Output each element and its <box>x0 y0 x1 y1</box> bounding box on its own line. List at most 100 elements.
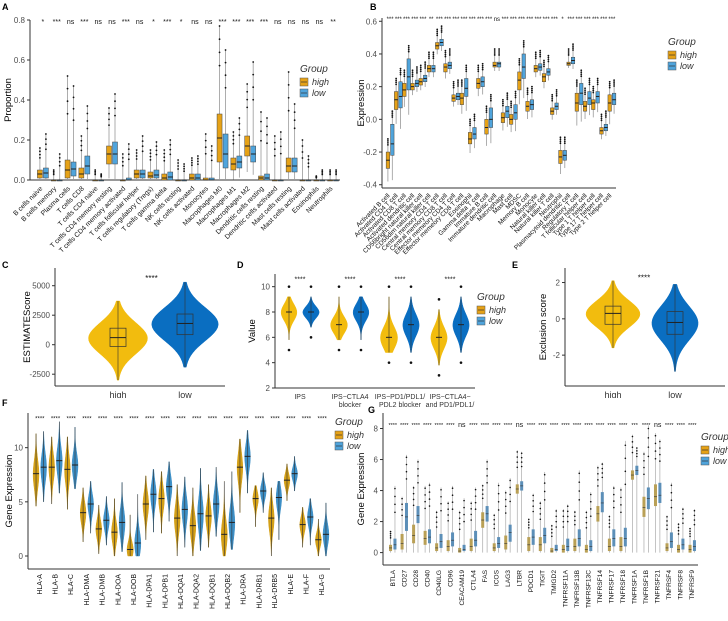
outlier-point <box>543 473 546 476</box>
outlier-point <box>531 91 533 94</box>
box-low <box>497 61 502 68</box>
outlier-point <box>293 103 296 105</box>
outlier-point <box>522 39 525 42</box>
outlier-point <box>481 68 484 71</box>
outlier-point <box>86 127 89 130</box>
y-tick-label: 2 <box>266 384 271 393</box>
outlier-point <box>141 140 144 143</box>
outlier-point <box>624 444 627 447</box>
y-axis-title: Expression <box>356 80 367 127</box>
significance-label: **** <box>161 417 171 423</box>
outlier-point <box>504 505 507 508</box>
outlier-point <box>301 145 304 147</box>
x-tick-label: low <box>178 390 192 398</box>
x-tick-label: PDL2 blocker <box>379 402 422 408</box>
outlier-point <box>477 66 480 69</box>
outlier-point <box>493 54 496 56</box>
outlier-point <box>135 149 138 151</box>
x-tick-label: HLA-DPB1 <box>162 574 169 608</box>
outlier-point <box>601 467 604 470</box>
legend-label-high: high <box>680 50 697 60</box>
significance-label: **** <box>584 423 593 429</box>
significance-label: **** <box>619 423 628 429</box>
outlier-point <box>551 99 554 102</box>
outlier-point <box>597 485 599 487</box>
outlier-point <box>636 455 638 458</box>
outlier-point <box>301 139 304 141</box>
box-low <box>589 540 593 552</box>
outlier-point <box>224 86 227 89</box>
x-tick-label: IPS <box>294 394 306 401</box>
violin-box <box>604 305 622 325</box>
outlier-point <box>448 48 451 50</box>
y-axis-title: Value <box>247 319 258 343</box>
outlier-point <box>555 90 558 93</box>
outlier-point <box>183 163 185 165</box>
x-tick-label: TIGIT <box>540 570 547 587</box>
box-low <box>390 124 395 156</box>
significance-label: ns <box>108 19 116 26</box>
significance-label: *** <box>53 19 61 26</box>
significance-label: **** <box>286 417 296 423</box>
outlier-point <box>94 170 97 173</box>
outlier-point <box>432 57 435 60</box>
outlier-point <box>444 49 447 52</box>
significance-label: ns <box>191 19 199 26</box>
outlier-point <box>463 520 465 523</box>
outlier-point <box>457 81 459 83</box>
significance-label: **** <box>208 417 218 423</box>
outlier-point <box>585 511 588 514</box>
outlier-point <box>121 153 124 155</box>
outlier-point <box>534 51 537 54</box>
x-tick-label: HLA-DRB1 <box>256 574 263 609</box>
box-high <box>504 535 508 550</box>
x-tick-label: HLA-DRA <box>241 574 248 605</box>
outlier-point <box>428 51 430 54</box>
outlier-point <box>329 173 331 176</box>
outlier-point <box>395 77 398 80</box>
outlier-point <box>458 522 461 525</box>
box-high <box>584 544 588 553</box>
outlier-point <box>584 93 586 96</box>
outlier-point <box>444 51 447 54</box>
box-low <box>112 141 118 165</box>
outlier-point <box>539 507 542 510</box>
outlier-point <box>149 149 152 151</box>
box-low <box>464 78 469 97</box>
outlier-point <box>45 133 47 135</box>
outlier-point <box>596 81 599 84</box>
outlier-point <box>497 484 500 487</box>
outlier-point <box>416 70 418 72</box>
outlier-point <box>592 89 595 92</box>
box-low <box>681 538 685 550</box>
outlier-point <box>335 169 337 171</box>
outlier-point <box>526 87 529 90</box>
outlier-point <box>693 523 696 526</box>
outlier-point <box>260 111 262 113</box>
outlier-point <box>562 526 565 528</box>
outlier-point <box>547 54 550 57</box>
outlier-point <box>232 131 235 133</box>
outlier-point <box>435 516 438 519</box>
x-tick-label: TNFRSF8 <box>678 570 685 600</box>
outlier-point <box>52 169 55 171</box>
y-tick-label: 6 <box>374 456 379 465</box>
outlier-point <box>470 508 472 510</box>
outlier-point <box>486 475 488 477</box>
significance-label: *** <box>80 19 88 26</box>
x-tick-label: CD40LG <box>436 570 443 596</box>
outlier-point <box>293 119 296 122</box>
outlier-point <box>677 523 680 526</box>
outlier-point <box>613 81 615 83</box>
outlier-point <box>631 435 634 438</box>
outlier-point <box>502 98 504 101</box>
outlier-point <box>135 155 138 157</box>
outlier-point <box>504 498 507 501</box>
outlier-point <box>534 55 537 58</box>
outlier-point <box>424 67 427 69</box>
outlier-point <box>543 59 545 62</box>
outlier-point <box>596 83 599 86</box>
x-tick-label: CD28 <box>413 570 420 587</box>
outlier-point <box>80 144 83 147</box>
